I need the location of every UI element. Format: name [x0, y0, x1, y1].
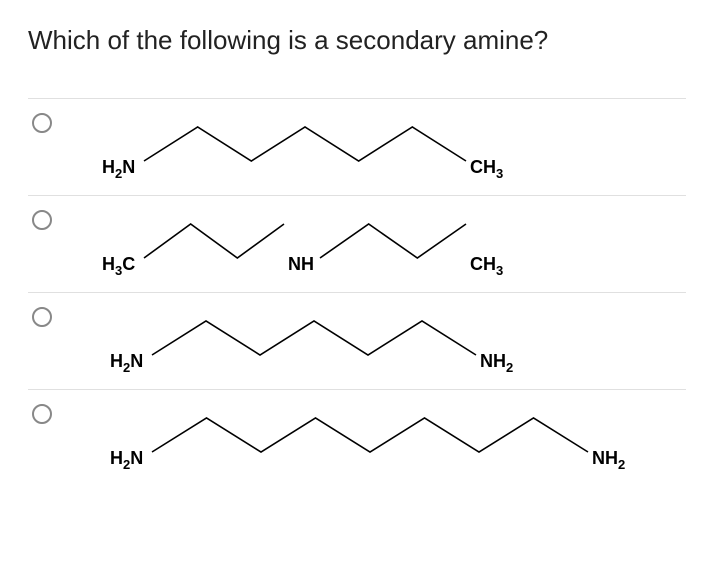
- radio-button[interactable]: [32, 113, 52, 133]
- option-row[interactable]: H2N NH2: [28, 293, 686, 390]
- options-list: H2N CH3 H3C NH CH3 H2N NH2 H2N NH2: [28, 98, 686, 486]
- bond-path: [152, 321, 476, 355]
- option-row[interactable]: H2N CH3: [28, 99, 686, 196]
- question-text: Which of the following is a secondary am…: [28, 24, 686, 58]
- atom-label: H3C: [102, 254, 135, 278]
- atom-label: H2N: [110, 351, 143, 375]
- molecule-structure: H2N NH2: [72, 303, 686, 383]
- option-row[interactable]: H2N NH2: [28, 390, 686, 486]
- bond-path: [144, 224, 284, 258]
- atom-label: CH3: [470, 254, 503, 278]
- bond-path: [320, 224, 466, 258]
- molecule-structure: H2N NH2: [72, 400, 686, 480]
- molecule-structure: H2N CH3: [72, 109, 686, 189]
- atom-label: NH2: [592, 448, 625, 472]
- option-row[interactable]: H3C NH CH3: [28, 196, 686, 293]
- radio-button[interactable]: [32, 210, 52, 230]
- radio-button[interactable]: [32, 404, 52, 424]
- atom-label: H2N: [110, 448, 143, 472]
- atom-label: H2N: [102, 157, 135, 181]
- molecule-structure: H3C NH CH3: [72, 206, 686, 286]
- bond-path: [144, 127, 466, 161]
- atom-label: NH: [288, 254, 314, 274]
- atom-label: NH2: [480, 351, 513, 375]
- atom-label: CH3: [470, 157, 503, 181]
- bond-path: [152, 418, 588, 452]
- radio-button[interactable]: [32, 307, 52, 327]
